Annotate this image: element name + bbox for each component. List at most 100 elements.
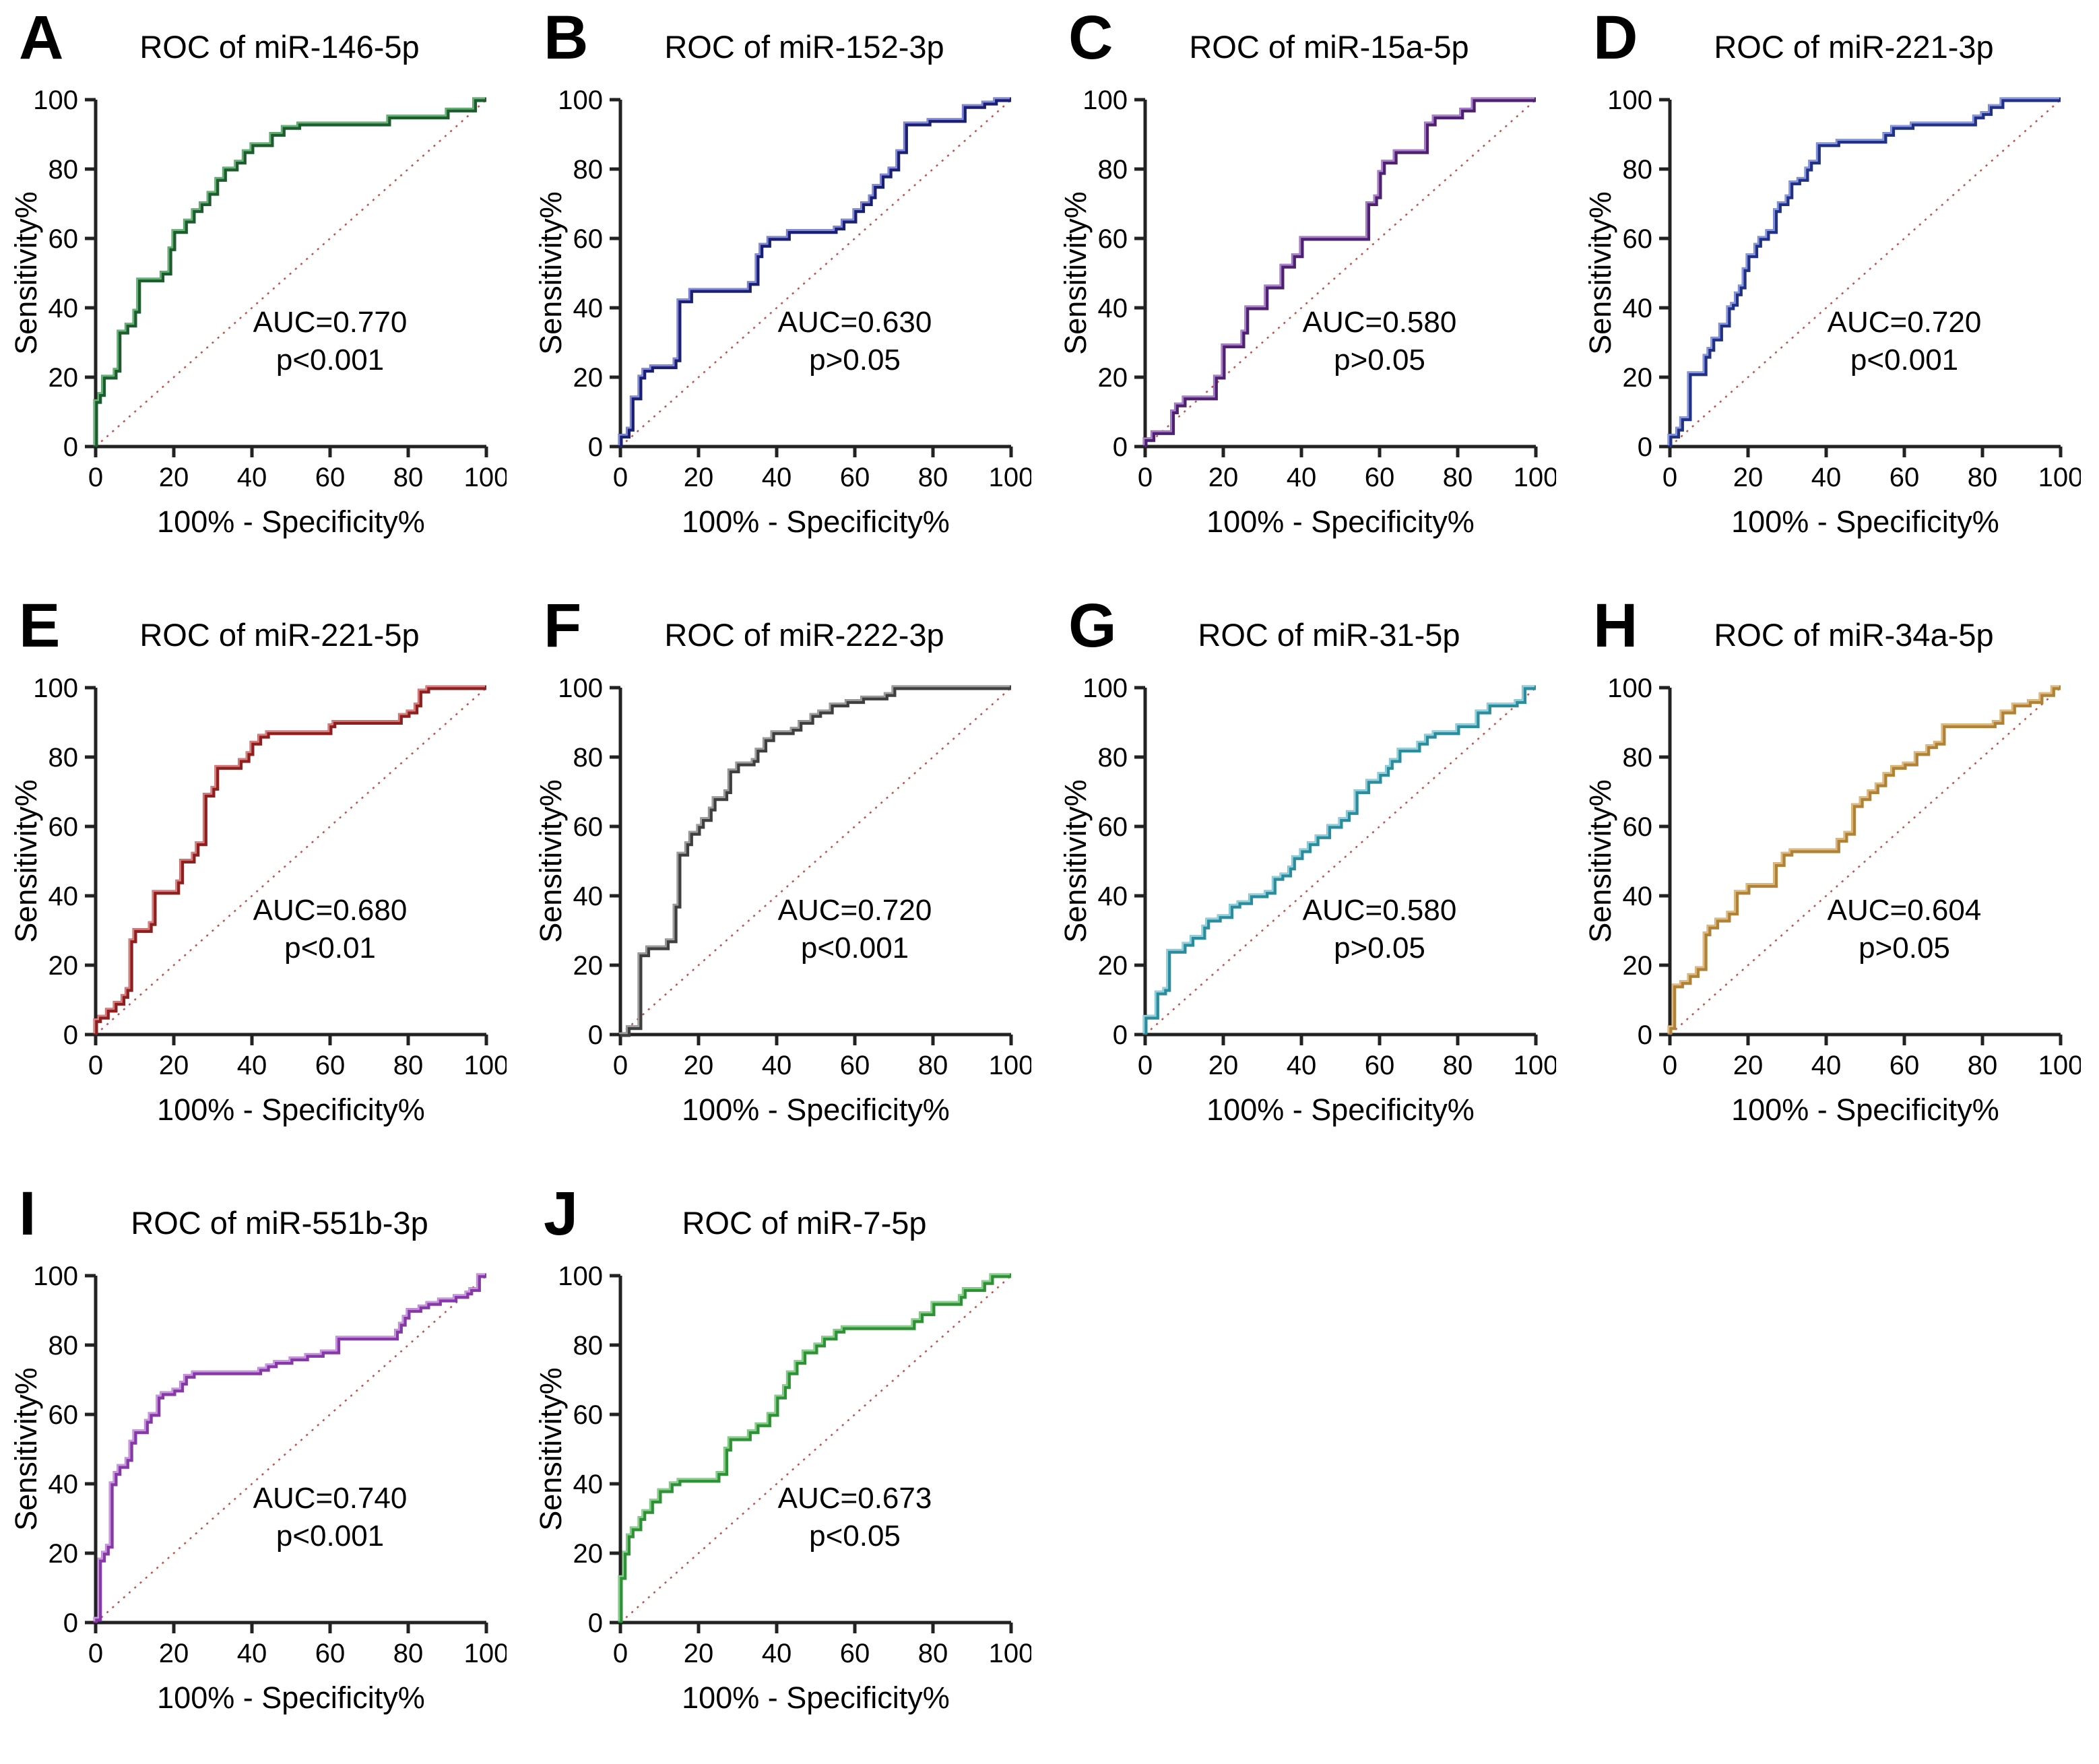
y-tick-label: 0 (63, 432, 78, 462)
y-tick-label: 40 (573, 882, 604, 911)
y-tick-label: 80 (1098, 743, 1128, 773)
diagonal-reference-line (1669, 99, 2061, 447)
y-tick-label: 40 (49, 882, 79, 911)
x-tick-label: 60 (1890, 1051, 1920, 1080)
x-tick-label: 0 (1662, 463, 1677, 492)
x-axis-title: 100% - Specificity% (157, 1680, 425, 1715)
roc-plot: 0 20 40 60 80 100 0 20 40 60 80 100 AUC=0.630 p>0.05 1… (534, 86, 1031, 539)
auc-label: AUC=0.604 (1828, 894, 1982, 927)
y-tick-label: 40 (1623, 882, 1653, 911)
y-tick-label: 60 (1623, 812, 1653, 842)
roc-panel: B ROC of miR-152-3p 0 20 40 60 80 100 0 20 40 60 8… (525, 0, 1050, 588)
x-tick-label: 0 (1138, 1051, 1153, 1080)
x-tick-label: 40 (1287, 463, 1317, 492)
roc-plot: 0 20 40 60 80 100 0 20 40 60 80 100 AUC=0.580 p>0.05 1… (1058, 674, 1556, 1127)
roc-curve-highlight (618, 97, 1010, 445)
x-tick-label: 100 (989, 1639, 1031, 1668)
y-tick-label: 60 (1098, 224, 1128, 254)
panel-title: ROC of miR-15a-5p (1189, 29, 1469, 65)
x-tick-label: 0 (88, 1639, 103, 1668)
p-value-label: p<0.001 (276, 1520, 384, 1553)
y-tick-label: 40 (573, 294, 604, 323)
roc-plot: 0 20 40 60 80 100 0 20 40 60 80 100 AUC=0.580 p>0.05 1… (1058, 86, 1556, 539)
roc-curve (93, 685, 486, 1035)
y-tick-label: 20 (573, 1539, 604, 1569)
y-tick-label: 100 (558, 674, 603, 703)
y-tick-label: 80 (49, 1331, 79, 1361)
x-tick-label: 100 (464, 463, 507, 492)
roc-curve (618, 1273, 1011, 1623)
y-axis-title: Sensitivity% (9, 191, 43, 355)
y-tick-label: 20 (1098, 363, 1128, 393)
roc-curve (618, 97, 1011, 447)
x-tick-label: 80 (918, 1639, 948, 1668)
x-tick-label: 40 (237, 1639, 267, 1668)
roc-plot: 0 20 40 60 80 100 0 20 40 60 80 100 AUC=0.740 p<0.001… (9, 1262, 507, 1715)
y-tick-label: 0 (63, 1608, 78, 1638)
y-tick-label: 100 (1083, 86, 1128, 115)
roc-curve (620, 685, 1011, 1037)
x-tick-label: 60 (1365, 1051, 1395, 1080)
y-axis-title: Sensitivity% (534, 191, 568, 355)
panel-letter: J (544, 1179, 579, 1248)
x-tick-label: 0 (1662, 1051, 1677, 1080)
y-tick-label: 60 (1623, 224, 1653, 254)
x-axis-title: 100% - Specificity% (682, 1680, 950, 1715)
x-tick-label: 40 (237, 1051, 267, 1080)
y-tick-label: 80 (49, 743, 79, 773)
x-tick-label: 20 (159, 1639, 189, 1668)
x-tick-label: 20 (1733, 1051, 1764, 1080)
y-tick-label: 100 (558, 1262, 603, 1291)
p-value-label: p>0.05 (1334, 932, 1425, 965)
panel-letter: C (1068, 3, 1113, 72)
diagonal-reference-line (95, 99, 487, 447)
panel-title: ROC of miR-222-3p (664, 617, 944, 653)
y-tick-label: 0 (1113, 432, 1128, 462)
y-tick-label: 40 (49, 1470, 79, 1499)
y-tick-label: 60 (573, 812, 604, 842)
p-value-label: p<0.01 (284, 932, 376, 965)
x-tick-label: 20 (684, 1639, 714, 1668)
panel-letter: I (19, 1179, 36, 1248)
roc-curve (1667, 685, 2061, 1035)
auc-label: AUC=0.720 (1828, 306, 1982, 339)
y-tick-label: 20 (49, 951, 79, 981)
x-tick-label: 60 (840, 1051, 870, 1080)
x-tick-label: 20 (1208, 463, 1239, 492)
y-axis-title: Sensitivity% (534, 779, 568, 943)
p-value-label: p>0.05 (1859, 932, 1950, 965)
y-axis-title: Sensitivity% (1058, 779, 1093, 943)
roc-curve-highlight (1142, 97, 1535, 445)
auc-label: AUC=0.673 (778, 1482, 932, 1515)
y-tick-label: 80 (1623, 743, 1653, 773)
x-axis-title: 100% - Specificity% (1206, 504, 1475, 539)
panel-title: ROC of miR-221-5p (139, 617, 420, 653)
roc-panel: I ROC of miR-551b-3p 0 20 40 60 80 100 0 20 40 60… (0, 1176, 525, 1764)
x-tick-label: 80 (1968, 1051, 1998, 1080)
x-tick-label: 60 (840, 463, 870, 492)
x-axis-title: 100% - Specificity% (157, 504, 425, 539)
roc-curve-highlight (1667, 97, 2059, 445)
panel-title: ROC of miR-146-5p (139, 29, 420, 65)
roc-curve-highlight (93, 685, 485, 1033)
y-tick-label: 60 (49, 1400, 79, 1430)
x-tick-label: 0 (1138, 463, 1153, 492)
y-axis-title: Sensitivity% (9, 779, 43, 943)
y-tick-label: 80 (49, 155, 79, 185)
x-tick-label: 0 (613, 1051, 628, 1080)
panel-title: ROC of miR-551b-3p (131, 1205, 428, 1241)
x-axis-title: 100% - Specificity% (1731, 1092, 1999, 1127)
y-tick-label: 20 (49, 363, 79, 393)
y-tick-label: 20 (573, 951, 604, 981)
x-tick-label: 100 (464, 1051, 507, 1080)
roc-panel: E ROC of miR-221-5p 0 20 40 60 80 100 0 20 40 60 8… (0, 588, 525, 1176)
diagonal-reference-line (95, 1275, 487, 1623)
x-tick-label: 80 (393, 1051, 424, 1080)
roc-curve (1142, 685, 1536, 1035)
y-tick-label: 80 (573, 155, 604, 185)
y-axis-title: Sensitivity% (534, 1367, 568, 1531)
roc-plot: 0 20 40 60 80 100 0 20 40 60 80 100 AUC=0.680 p<0.01 1… (9, 674, 507, 1127)
y-tick-label: 60 (49, 224, 79, 254)
y-tick-label: 60 (573, 224, 604, 254)
